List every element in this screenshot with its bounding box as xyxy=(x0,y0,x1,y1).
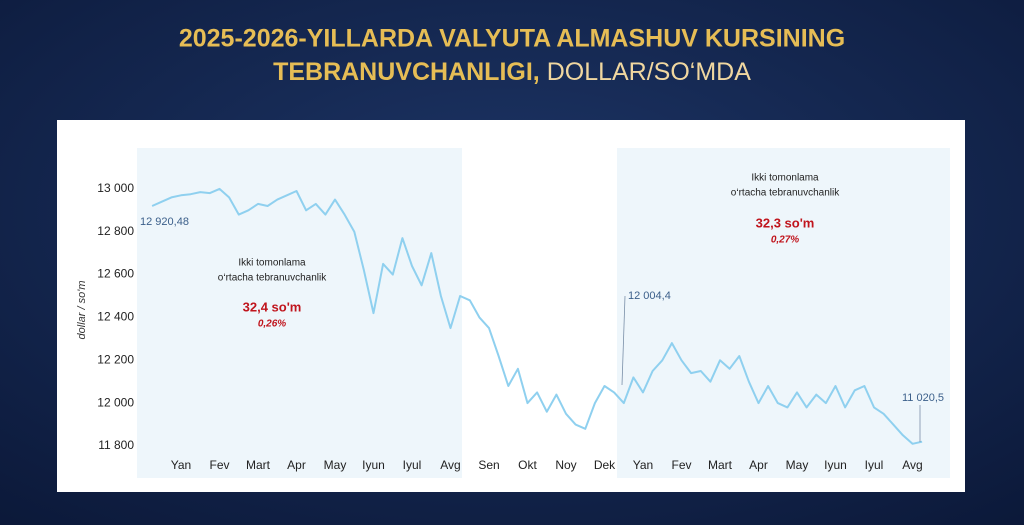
point-label: 11 020,5 xyxy=(902,392,944,404)
point-label: 12 004,4 xyxy=(628,290,671,302)
x-tick-label: Iyun xyxy=(362,458,385,472)
panel-amount: 32,4 so'm xyxy=(243,299,302,314)
panel-percent: 0,27% xyxy=(771,235,799,246)
x-tick-label: Mart xyxy=(246,458,271,472)
title-line: 2025-2026-YILLARDA VALYUTA ALMASHUV KURS… xyxy=(179,25,845,53)
y-tick-label: 12 600 xyxy=(97,267,134,281)
panel-label: Ikki tomonlama xyxy=(238,258,306,269)
y-tick-label: 12 200 xyxy=(97,352,134,366)
title-unit: DOLLAR/SO‘MDA xyxy=(547,58,752,86)
x-tick-label: Apr xyxy=(749,458,768,472)
x-tick-label: Okt xyxy=(518,458,537,472)
x-tick-label: Noy xyxy=(555,458,576,472)
leader-line xyxy=(621,295,626,386)
x-tick-label: Mart xyxy=(708,458,733,472)
period-shade xyxy=(137,148,462,478)
x-tick-label: Iyul xyxy=(865,458,884,472)
panel-amount: 32,3 so'm xyxy=(756,215,815,230)
title-part: TEBRANUVCHANLIGI, xyxy=(273,58,540,86)
x-tick-label: Fev xyxy=(671,458,691,472)
x-tick-label: Sen xyxy=(478,458,499,472)
x-tick-label: Iyul xyxy=(403,458,422,472)
x-tick-label: Avg xyxy=(902,458,922,472)
x-tick-label: May xyxy=(324,458,347,472)
x-tick-label: Dek xyxy=(594,458,616,472)
x-tick-label: Fev xyxy=(209,458,229,472)
y-tick-label: 12 000 xyxy=(97,395,134,409)
y-tick-label: 11 800 xyxy=(98,438,134,452)
y-tick-label: 13 000 xyxy=(97,181,134,195)
panel-label: o‘rtacha tebranuvchanlik xyxy=(218,273,327,284)
x-tick-label: Yan xyxy=(171,458,191,472)
x-tick-label: Yan xyxy=(633,458,653,472)
panel-label: Ikki tomonlama xyxy=(751,173,819,184)
y-tick-label: 12 400 xyxy=(97,310,134,324)
panel-label: o‘rtacha tebranuvchanlik xyxy=(731,188,840,199)
point-label: 12 920,48 xyxy=(140,216,189,228)
period-shade xyxy=(617,148,950,478)
plot: 11 800 12 000 12 200 12 400 12 600 12 800 13 0… xyxy=(97,181,922,472)
y-tick-label: 12 800 xyxy=(97,224,134,238)
x-tick-label: May xyxy=(786,458,809,472)
x-tick-label: Avg xyxy=(440,458,460,472)
y-axis-label: dollar / so'm xyxy=(76,281,88,340)
panel-percent: 0,26% xyxy=(258,319,286,330)
x-tick-label: Apr xyxy=(287,458,306,472)
title-line: TEBRANUVCHANLIGI, DOLLAR/SO‘MDA xyxy=(273,58,751,86)
data-line xyxy=(151,187,923,445)
x-tick-label: Iyun xyxy=(824,458,847,472)
